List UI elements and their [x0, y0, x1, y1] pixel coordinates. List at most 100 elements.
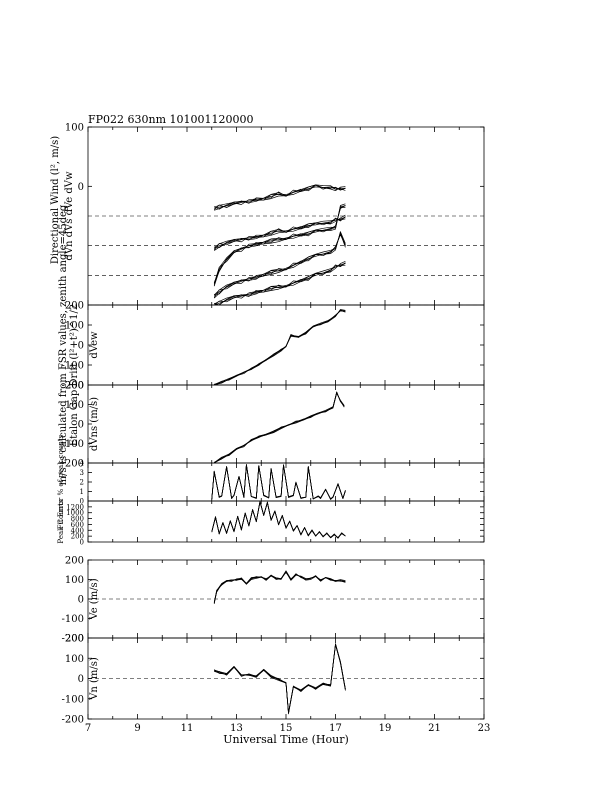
- panel-ylabel: Vn (m/s): [89, 657, 100, 701]
- series-trace: [214, 310, 346, 385]
- series-3: [213, 214, 346, 251]
- series-trace: [211, 464, 346, 500]
- ytick-label: 1000: [66, 509, 84, 517]
- ytick-label: 0: [78, 341, 84, 352]
- series-trace: [211, 500, 346, 539]
- series-trace: [213, 571, 346, 603]
- series-trace: [214, 309, 346, 386]
- ytick-label: 0: [78, 674, 84, 685]
- ytick-label: 0: [80, 498, 84, 506]
- ytick-label: 800: [71, 515, 84, 523]
- ytick-label: 400: [71, 527, 84, 535]
- series-trace: [214, 264, 346, 305]
- panel-dvns: 200 100 0 -100 -200 dVns (m/s): [62, 381, 485, 470]
- xtick-label: 19: [379, 723, 392, 734]
- panel-ylabel: dVns (m/s): [89, 397, 100, 451]
- ytick-label: 100: [65, 400, 84, 411]
- panel-frame: [87, 384, 485, 464]
- series-trace: [213, 216, 346, 251]
- drift-ylabel: Etalon Gap Drift (l²+t²)^1/2: [69, 304, 80, 446]
- panel-ylabel: Peak Counts: [57, 499, 65, 544]
- series-trace: [213, 205, 346, 286]
- panel-ylabel: dVn dVs dVe dVw: [64, 171, 75, 261]
- series-trace: [211, 464, 346, 500]
- series-trace: [211, 501, 346, 539]
- xtick-label: 23: [478, 723, 491, 734]
- series-trace: [214, 184, 346, 208]
- series-4: [213, 184, 346, 211]
- ytick-label: 1: [80, 488, 84, 496]
- ytick-label: 0: [80, 539, 84, 547]
- xtick-label: 7: [85, 723, 91, 734]
- series-trace: [211, 464, 346, 500]
- xtick-label: 11: [181, 723, 194, 734]
- ytick-label: -100: [62, 694, 84, 705]
- ytick-label: -100: [62, 361, 84, 372]
- series-trace: [214, 310, 346, 385]
- panel-fit_error: 43 21 0 Fit Error % of peak counts: [57, 434, 485, 529]
- series-trace: [213, 233, 346, 296]
- ytick-label: 600: [71, 521, 84, 529]
- series-trace: [213, 262, 346, 306]
- xtick-label: 17: [329, 723, 342, 734]
- series-trace: [213, 572, 346, 603]
- ytick-label: -100: [62, 614, 84, 625]
- ytick-label: 200: [71, 533, 84, 541]
- panel-vn: 200 100 0 -100 -200 Vn (m/s) 7 9 11 13 15 17 19 21 23 U…: [62, 634, 491, 747]
- series-0: [211, 464, 346, 500]
- ytick-label: 200: [65, 301, 84, 312]
- ytick-label: 100: [65, 321, 84, 332]
- ytick-label: 200: [65, 381, 84, 392]
- series-trace: [213, 234, 346, 298]
- panel-ylabel: Fit Error % of peak counts: [57, 434, 65, 529]
- ytick-label: 0: [78, 595, 84, 606]
- series-trace: [211, 464, 346, 500]
- xtick-label: 9: [134, 723, 140, 734]
- series-trace: [214, 644, 346, 714]
- panel-dvew: 200 100 0 -100 -200 dVew: [62, 301, 485, 392]
- ytick-label: 2: [80, 479, 84, 487]
- panel-ve: 200 100 0 -100 -200 Ve (m/s): [62, 556, 485, 645]
- panel-frame: [87, 304, 485, 386]
- panel-ylabel: Ve (m/s): [89, 578, 100, 620]
- dirwind-ylabel: Directional Wind (l², m/s): [50, 136, 61, 264]
- ytick-label: -200: [62, 459, 84, 470]
- ytick-label: 0: [78, 420, 84, 431]
- series-2: [213, 203, 346, 287]
- ytick-label: 100: [65, 575, 84, 586]
- ytick-label: 4: [80, 460, 85, 468]
- series-trace: [211, 500, 346, 539]
- series-trace: [213, 391, 345, 464]
- ytick-label: -200: [62, 634, 84, 645]
- series-0: [214, 309, 346, 386]
- series-1: [213, 260, 346, 306]
- panel-ylabel: dVew: [89, 331, 100, 359]
- series-trace: [214, 184, 346, 210]
- ytick-label: -200: [62, 715, 84, 726]
- series-trace: [213, 206, 346, 284]
- series-trace: [211, 501, 346, 539]
- ytick-label: -200: [62, 381, 84, 392]
- ytick-label: 100: [65, 123, 84, 134]
- series-0: [213, 643, 346, 715]
- series-0: [213, 231, 346, 299]
- series-trace: [211, 464, 346, 500]
- xtick-label: 13: [230, 723, 243, 734]
- series-trace: [213, 571, 346, 604]
- series-trace: [213, 218, 346, 248]
- ytick-label: 1200: [66, 503, 84, 511]
- ytick-label: -100: [62, 439, 84, 450]
- series-0: [211, 500, 346, 539]
- ytick-label: 0: [78, 182, 84, 193]
- xtick-label: 15: [280, 723, 293, 734]
- ytick-label: 200: [65, 634, 84, 645]
- series-0: [213, 391, 345, 464]
- ytick-label: 200: [65, 556, 84, 567]
- outer-ylabel: m/s is calculated from FSR values, zenit…: [58, 204, 69, 485]
- series-0: [213, 570, 346, 604]
- figure-title: FP022 630nm 101001120000: [88, 113, 254, 126]
